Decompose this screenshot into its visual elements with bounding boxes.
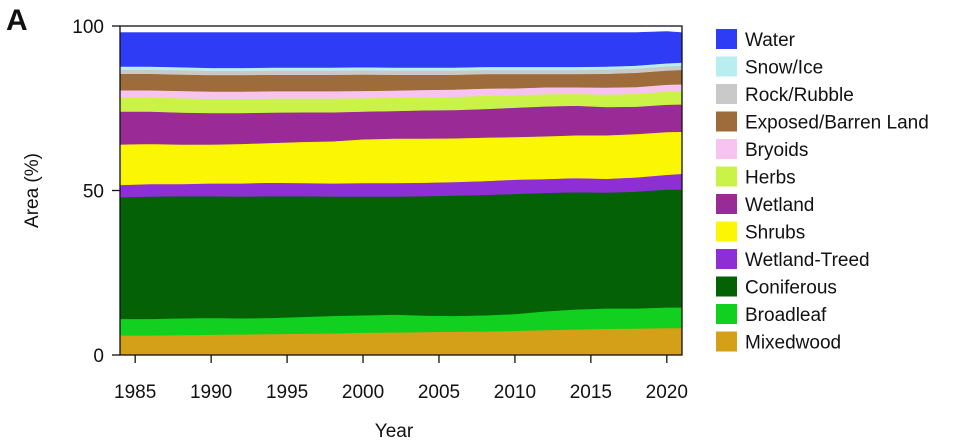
x-tick-label: 1995	[266, 382, 308, 403]
legend-swatch-exposed-barren-land	[716, 111, 737, 132]
legend-label-coniferous: Coniferous	[745, 278, 837, 299]
legend-label-snow-ice: Snow/Ice	[745, 58, 823, 79]
legend-label-mixedwood: Mixedwood	[745, 333, 841, 354]
legend-label-wetland-treed: Wetland-Treed	[745, 250, 870, 271]
area-coniferous	[119, 189, 683, 320]
y-axis: 0 50 100	[72, 17, 120, 367]
legend-label-exposed-barren-land: Exposed/Barren Land	[745, 113, 929, 134]
legend-swatch-mixedwood	[716, 331, 737, 352]
x-axis-title: Year	[375, 421, 414, 442]
legend-swatch-coniferous	[716, 276, 737, 297]
x-tick-label: 2020	[646, 382, 688, 403]
area-water	[119, 31, 683, 69]
x-tick-label: 2000	[342, 382, 384, 403]
legend-label-shrubs: Shrubs	[745, 223, 805, 244]
legend-swatch-bryoids	[716, 139, 737, 159]
y-tick-label: 50	[83, 182, 104, 203]
legend: Water Snow/Ice Rock/Rubble Exposed/Barren L…	[716, 29, 929, 354]
area-layers	[119, 31, 683, 356]
legend-label-bryoids: Bryoids	[745, 140, 808, 161]
x-tick-label: 1990	[190, 382, 232, 403]
panel-label: A	[6, 4, 28, 37]
legend-swatch-water	[716, 29, 737, 49]
x-tick-label: 1985	[114, 382, 156, 403]
legend-label-broadleaf: Broadleaf	[745, 305, 827, 326]
x-tick-label: 2010	[494, 382, 536, 403]
legend-swatch-wetland	[716, 194, 737, 214]
legend-swatch-wetland-treed	[716, 249, 737, 269]
legend-swatch-rock-rubble	[716, 84, 737, 104]
x-tick-label: 2015	[570, 382, 612, 403]
x-tick-label: 2005	[418, 382, 460, 403]
y-axis-title: Area (%)	[22, 153, 43, 228]
x-axis: 1985 1990 1995 2000 2005 2010 2015 2020	[114, 355, 688, 403]
legend-swatch-snow-ice	[716, 56, 737, 77]
y-tick-label: 0	[93, 346, 104, 367]
legend-swatch-herbs	[716, 166, 737, 187]
legend-label-rock-rubble: Rock/Rubble	[745, 85, 854, 106]
legend-swatch-broadleaf	[716, 304, 737, 324]
legend-label-wetland: Wetland	[745, 195, 814, 216]
legend-label-water: Water	[745, 30, 796, 51]
y-tick-label: 100	[72, 17, 104, 38]
legend-label-herbs: Herbs	[745, 168, 796, 189]
legend-swatch-shrubs	[716, 221, 737, 242]
